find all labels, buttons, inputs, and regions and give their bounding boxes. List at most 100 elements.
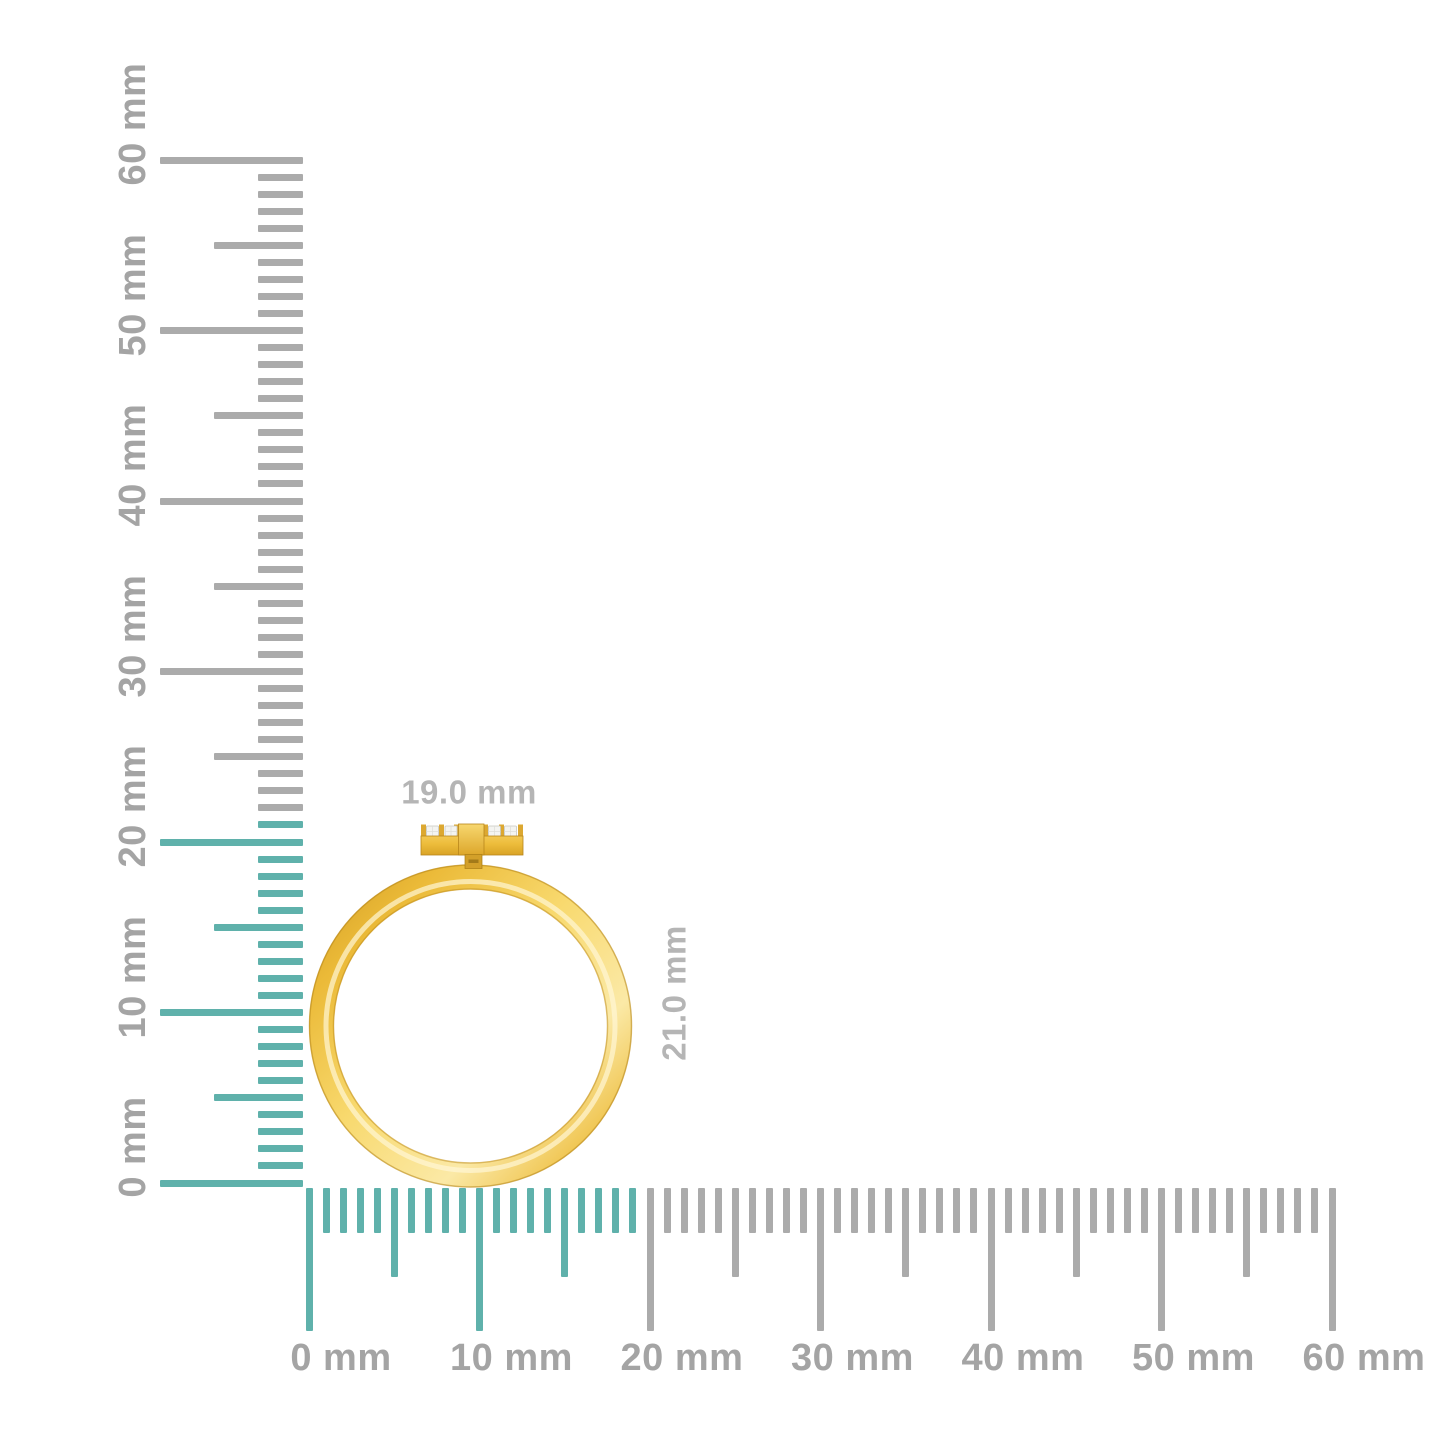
h-tick-37mm-minor <box>936 1188 944 1233</box>
h-tick-18mm-minor <box>612 1188 620 1233</box>
v-tick-11mm-minor <box>258 991 303 999</box>
h-ruler-label-10mm: 10 mm <box>450 1337 573 1379</box>
v-tick-23mm-minor <box>258 787 303 795</box>
h-tick-52mm-minor <box>1192 1188 1200 1233</box>
h-tick-27mm-minor <box>765 1188 773 1233</box>
h-tick-57mm-minor <box>1277 1188 1285 1233</box>
h-tick-48mm-minor <box>1123 1188 1131 1233</box>
h-tick-8mm-minor <box>441 1188 449 1233</box>
v-tick-22mm-minor <box>258 804 303 812</box>
h-tick-38mm-minor <box>953 1188 961 1233</box>
h-tick-16mm-minor <box>578 1188 586 1233</box>
h-tick-11mm-minor <box>493 1188 501 1233</box>
v-ruler-label-60mm: 60 mm <box>112 62 154 186</box>
h-tick-23mm-minor <box>697 1188 705 1233</box>
v-tick-9mm-minor <box>258 1026 303 1034</box>
v-tick-15mm-half <box>214 923 303 931</box>
v-tick-8mm-minor <box>258 1043 303 1051</box>
h-tick-53mm-minor <box>1209 1188 1217 1233</box>
v-tick-38mm-minor <box>258 531 303 539</box>
v-tick-55mm-half <box>214 241 303 249</box>
v-tick-6mm-minor <box>258 1077 303 1085</box>
h-tick-60mm-major <box>1328 1188 1336 1331</box>
v-tick-13mm-minor <box>258 957 303 965</box>
v-ruler-label-50mm: 50 mm <box>112 233 154 356</box>
h-tick-44mm-minor <box>1055 1188 1063 1233</box>
v-tick-30mm-major <box>160 668 303 675</box>
h-tick-30mm-major <box>817 1188 824 1331</box>
v-tick-0mm-major <box>160 1179 303 1187</box>
v-tick-36mm-minor <box>258 565 303 573</box>
v-tick-35mm-half <box>214 582 303 590</box>
v-tick-7mm-minor <box>258 1060 303 1068</box>
v-tick-40mm-major <box>160 497 303 505</box>
h-tick-0mm-major <box>305 1188 313 1331</box>
v-tick-34mm-minor <box>258 599 303 607</box>
h-tick-41mm-minor <box>1004 1188 1012 1233</box>
v-tick-41mm-minor <box>258 480 303 488</box>
v-tick-2mm-minor <box>258 1145 303 1153</box>
h-tick-28mm-minor <box>782 1188 790 1233</box>
h-tick-5mm-half <box>390 1188 398 1277</box>
h-tick-6mm-minor <box>407 1188 415 1233</box>
bar-body <box>420 835 524 856</box>
v-tick-27mm-minor <box>258 719 303 727</box>
h-tick-50mm-major <box>1158 1188 1165 1331</box>
diamond-stones <box>426 825 517 838</box>
v-tick-54mm-minor <box>258 258 303 266</box>
h-tick-59mm-minor <box>1311 1188 1319 1233</box>
h-tick-2mm-minor <box>339 1188 347 1233</box>
h-tick-22mm-minor <box>680 1188 688 1233</box>
v-tick-49mm-minor <box>258 344 303 352</box>
v-ruler-label-20mm: 20 mm <box>112 744 154 868</box>
v-ruler-label-0mm: 0 mm <box>112 1096 154 1198</box>
v-tick-19mm-minor <box>258 855 303 863</box>
ring-band <box>308 864 633 1188</box>
v-tick-14mm-minor <box>258 940 303 948</box>
h-tick-3mm-minor <box>356 1188 364 1233</box>
v-tick-5mm-half <box>214 1094 303 1102</box>
v-ruler-label-30mm: 30 mm <box>112 574 154 697</box>
v-tick-43mm-minor <box>258 446 303 454</box>
v-tick-56mm-minor <box>258 224 303 232</box>
bar-connector <box>464 854 483 869</box>
v-tick-32mm-minor <box>258 633 303 641</box>
v-tick-12mm-minor <box>258 974 303 982</box>
h-tick-9mm-minor <box>458 1188 466 1233</box>
h-tick-24mm-minor <box>714 1188 722 1233</box>
v-tick-51mm-minor <box>258 309 303 317</box>
v-tick-42mm-minor <box>258 463 303 471</box>
height-dimension-label: 21.0 mm <box>655 925 693 1061</box>
v-tick-59mm-minor <box>258 173 303 181</box>
h-tick-40mm-major <box>987 1188 995 1331</box>
v-tick-31mm-minor <box>258 650 303 658</box>
width-dimension-label: 19.0 mm <box>401 773 537 811</box>
v-tick-58mm-minor <box>258 190 303 198</box>
h-tick-15mm-half <box>561 1188 569 1277</box>
h-tick-19mm-minor <box>629 1188 637 1233</box>
v-tick-44mm-minor <box>258 429 303 437</box>
bar-prongs <box>421 824 523 838</box>
v-tick-25mm-half <box>214 753 303 761</box>
h-tick-54mm-minor <box>1226 1188 1234 1233</box>
v-tick-16mm-minor <box>258 906 303 914</box>
v-tick-4mm-minor <box>258 1111 303 1119</box>
h-tick-10mm-major <box>476 1188 483 1331</box>
h-tick-58mm-minor <box>1294 1188 1302 1233</box>
v-tick-17mm-minor <box>258 889 303 897</box>
v-tick-1mm-minor <box>258 1162 303 1170</box>
h-tick-47mm-minor <box>1106 1188 1114 1233</box>
v-tick-28mm-minor <box>258 702 303 710</box>
h-tick-12mm-minor <box>510 1188 518 1233</box>
h-tick-33mm-minor <box>868 1188 876 1233</box>
h-tick-56mm-minor <box>1260 1188 1268 1233</box>
h-tick-34mm-minor <box>885 1188 893 1233</box>
connector-slot <box>468 859 479 863</box>
h-tick-25mm-half <box>731 1188 739 1277</box>
h-tick-36mm-minor <box>919 1188 927 1233</box>
v-tick-24mm-minor <box>258 770 303 778</box>
h-tick-45mm-half <box>1072 1188 1080 1277</box>
h-tick-42mm-minor <box>1021 1188 1029 1233</box>
v-tick-10mm-major <box>160 1009 303 1016</box>
